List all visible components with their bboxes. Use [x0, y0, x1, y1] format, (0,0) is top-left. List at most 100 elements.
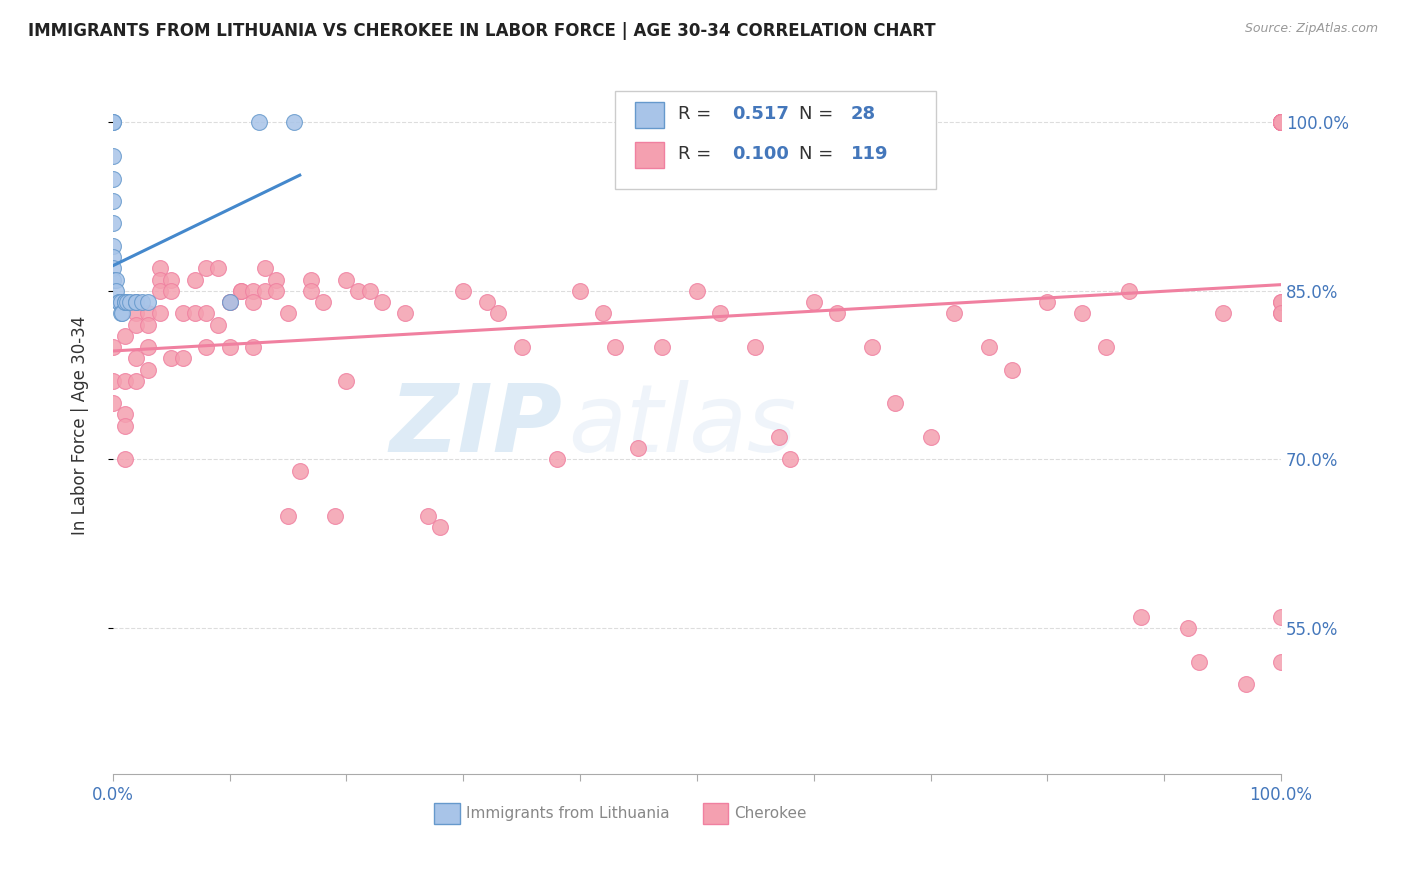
Point [1270, 115, 1292, 129]
Point [709, 306, 731, 320]
Point [744, 340, 766, 354]
Text: IMMIGRANTS FROM LITHUANIA VS CHEROKEE IN LABOR FORCE | AGE 30-34 CORRELATION CHA: IMMIGRANTS FROM LITHUANIA VS CHEROKEE IN… [28, 22, 936, 40]
Y-axis label: In Labor Force | Age 30-34: In Labor Force | Age 30-34 [72, 316, 89, 535]
Point [105, 273, 128, 287]
Point [266, 284, 288, 298]
Point [125, 295, 148, 310]
Point [1270, 115, 1292, 129]
Point [231, 284, 253, 298]
Point [218, 340, 240, 354]
Point [101, 194, 124, 208]
Point [1270, 295, 1292, 310]
Point [242, 295, 264, 310]
Point [1270, 306, 1292, 320]
Point [1270, 306, 1292, 320]
Bar [636, 142, 664, 168]
Text: 0.517: 0.517 [733, 105, 789, 123]
Point [592, 306, 614, 320]
Point [1270, 115, 1292, 129]
Point [120, 295, 142, 310]
Point [1188, 655, 1211, 669]
Point [114, 452, 136, 467]
Point [860, 340, 883, 354]
Point [1270, 115, 1292, 129]
Point [686, 284, 709, 298]
Text: R =: R = [678, 145, 717, 163]
Text: 28: 28 [851, 105, 876, 123]
Point [546, 452, 568, 467]
Point [370, 295, 392, 310]
Text: 0.100: 0.100 [733, 145, 789, 163]
Point [101, 340, 124, 354]
Point [114, 295, 136, 310]
Point [101, 273, 124, 287]
Point [101, 250, 124, 264]
Text: ZIP: ZIP [389, 380, 562, 472]
Text: R =: R = [678, 105, 717, 123]
Point [394, 306, 416, 320]
Point [1270, 655, 1292, 669]
Point [569, 284, 592, 298]
Point [283, 115, 305, 129]
Point [253, 261, 276, 276]
Point [242, 340, 264, 354]
Point [335, 273, 357, 287]
Text: 119: 119 [851, 145, 889, 163]
Point [125, 306, 148, 320]
Text: Cherokee: Cherokee [734, 806, 807, 822]
Point [277, 306, 299, 320]
Point [107, 295, 129, 310]
Point [101, 239, 124, 253]
Point [312, 295, 335, 310]
Point [207, 261, 229, 276]
Point [114, 295, 136, 310]
Point [920, 430, 942, 444]
Point [1270, 115, 1292, 129]
Point [301, 284, 323, 298]
Point [114, 374, 136, 388]
Point [148, 261, 170, 276]
Point [125, 318, 148, 332]
Point [105, 284, 128, 298]
Point [136, 362, 159, 376]
Point [977, 340, 1000, 354]
Point [1001, 362, 1024, 376]
Point [172, 351, 194, 366]
Point [101, 115, 124, 129]
Point [183, 306, 205, 320]
Point [359, 284, 381, 298]
Point [160, 284, 183, 298]
Point [1094, 340, 1116, 354]
Point [160, 273, 183, 287]
Point [1118, 284, 1140, 298]
Text: Immigrants from Lithuania: Immigrants from Lithuania [465, 806, 669, 822]
Point [231, 284, 253, 298]
Point [1270, 115, 1292, 129]
Bar [434, 804, 460, 824]
Point [627, 441, 650, 455]
Point [486, 306, 509, 320]
Point [114, 408, 136, 422]
Point [768, 430, 790, 444]
Point [1270, 115, 1292, 129]
Point [1270, 115, 1292, 129]
Bar [636, 102, 664, 128]
Point [125, 295, 148, 310]
Point [136, 340, 159, 354]
Point [1270, 115, 1292, 129]
Point [825, 306, 848, 320]
Point [323, 508, 346, 523]
Point [651, 340, 673, 354]
Point [1036, 295, 1059, 310]
Point [101, 261, 124, 276]
Point [111, 306, 134, 320]
Point [101, 374, 124, 388]
Point [1270, 295, 1292, 310]
Point [183, 273, 205, 287]
Point [1270, 115, 1292, 129]
Point [335, 374, 357, 388]
Point [136, 318, 159, 332]
Point [218, 295, 240, 310]
Point [110, 295, 132, 310]
Point [101, 171, 124, 186]
